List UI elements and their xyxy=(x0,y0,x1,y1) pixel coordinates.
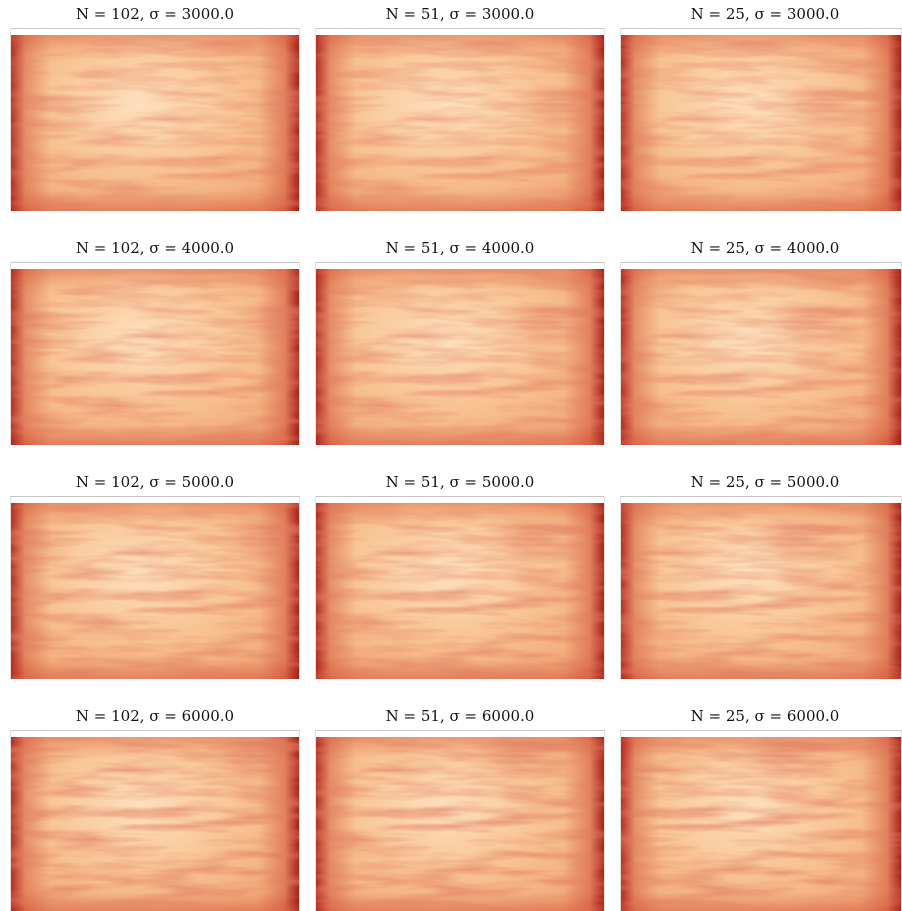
texture xyxy=(11,737,299,911)
panel-frame xyxy=(620,496,902,679)
panel-title: N = 102, σ = 5000.0 xyxy=(75,473,235,491)
heatmap xyxy=(621,503,901,679)
panel-title: N = 25, σ = 3000.0 xyxy=(690,5,840,23)
panel-frame xyxy=(315,496,605,679)
texture xyxy=(316,35,604,211)
panel-frame xyxy=(620,262,902,445)
texture xyxy=(316,269,604,445)
texture xyxy=(621,269,901,445)
panel-title: N = 25, σ = 5000.0 xyxy=(690,473,840,491)
panel-title: N = 51, σ = 5000.0 xyxy=(385,473,535,491)
panel-title: N = 51, σ = 3000.0 xyxy=(385,5,535,23)
heatmap xyxy=(621,35,901,211)
heatmap xyxy=(316,35,604,211)
heatmap xyxy=(621,737,901,911)
heatmap xyxy=(316,737,604,911)
panel-frame xyxy=(620,730,902,911)
texture xyxy=(11,269,299,445)
heatmap xyxy=(11,269,299,445)
heatmap xyxy=(11,35,299,211)
texture xyxy=(621,35,901,211)
heatmap-texture xyxy=(316,737,604,911)
heatmap xyxy=(316,503,604,679)
panel-title: N = 102, σ = 3000.0 xyxy=(75,5,235,23)
heatmap-texture xyxy=(11,35,299,211)
panel-title: N = 102, σ = 6000.0 xyxy=(75,707,235,725)
heatmap xyxy=(11,503,299,679)
texture xyxy=(316,503,604,679)
heatmap-texture xyxy=(621,269,901,445)
panel-frame xyxy=(315,28,605,211)
texture xyxy=(621,503,901,679)
texture xyxy=(11,35,299,211)
heatmap-texture xyxy=(11,503,299,679)
panel-title: N = 102, σ = 4000.0 xyxy=(75,239,235,257)
heatmap-texture xyxy=(621,503,901,679)
heatmap-texture xyxy=(11,737,299,911)
panel-title: N = 51, σ = 6000.0 xyxy=(385,707,535,725)
panel-frame xyxy=(10,28,300,211)
panel-title: N = 25, σ = 6000.0 xyxy=(690,707,840,725)
heatmap-texture xyxy=(621,737,901,911)
heatmap xyxy=(621,269,901,445)
texture xyxy=(316,737,604,911)
panel-frame xyxy=(315,262,605,445)
heatmap-texture xyxy=(621,35,901,211)
heatmap-texture xyxy=(316,269,604,445)
panel-frame xyxy=(10,496,300,679)
heatmap-texture xyxy=(316,503,604,679)
panel-frame xyxy=(10,262,300,445)
heatmap xyxy=(11,737,299,911)
heatmap-texture xyxy=(316,35,604,211)
heatmap xyxy=(316,269,604,445)
panel-frame xyxy=(315,730,605,911)
panel-title: N = 25, σ = 4000.0 xyxy=(690,239,840,257)
panel-frame xyxy=(620,28,902,211)
texture xyxy=(11,503,299,679)
panel-frame xyxy=(10,730,300,911)
heatmap-texture xyxy=(11,269,299,445)
panel-title: N = 51, σ = 4000.0 xyxy=(385,239,535,257)
texture xyxy=(621,737,901,911)
